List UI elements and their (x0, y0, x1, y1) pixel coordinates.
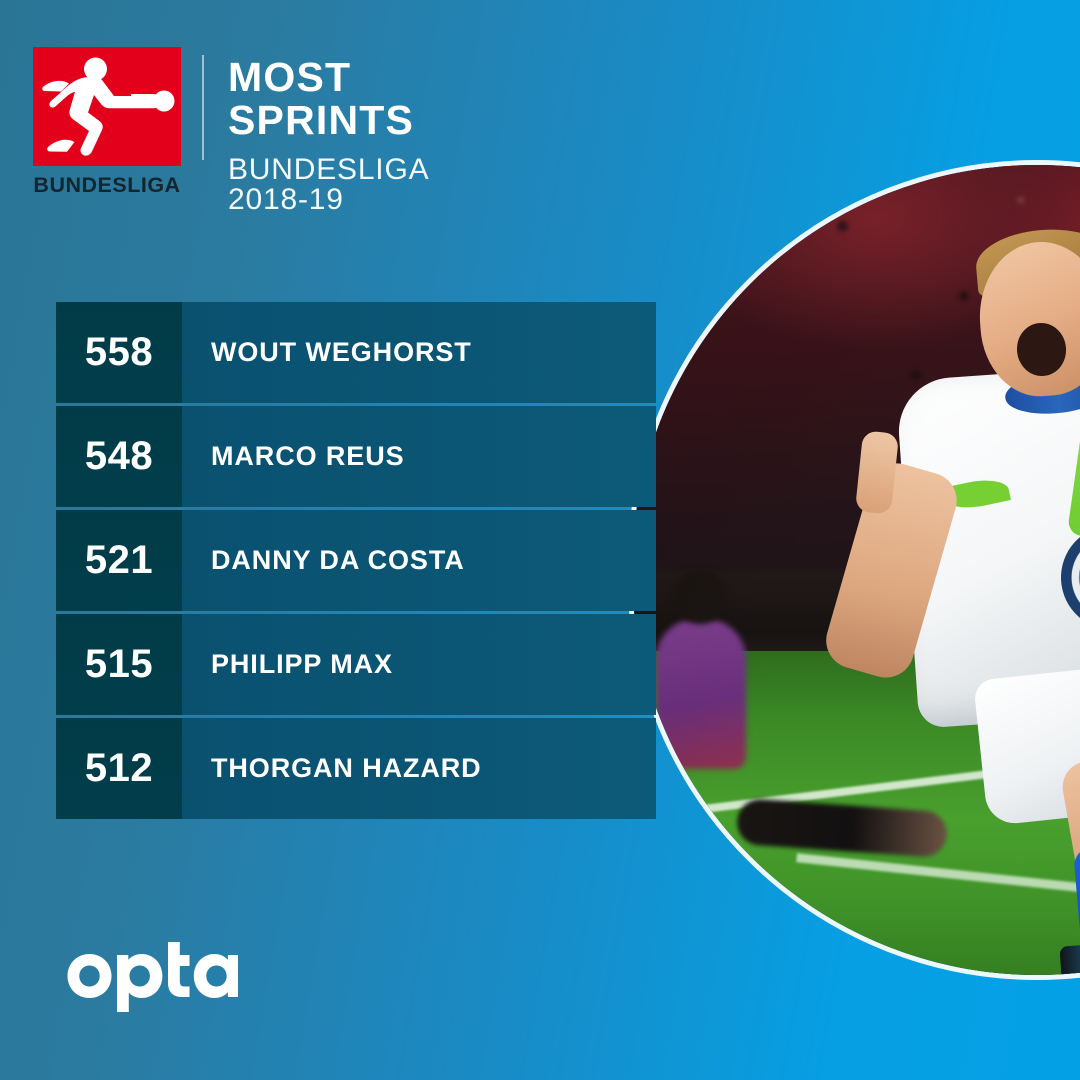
player-photo-image (632, 165, 1080, 975)
table-row: 521 DANNY DA COSTA (56, 510, 656, 611)
row-player-name: PHILIPP MAX (182, 614, 656, 715)
celebrating-player (632, 165, 1080, 975)
bundesliga-player-kicking-icon (33, 47, 181, 166)
opta-wordmark-icon (62, 938, 238, 1012)
table-row: 515 PHILIPP MAX (56, 614, 656, 715)
title-block: MOST SPRINTS BUNDESLIGA 2018-19 (228, 54, 428, 216)
row-value: 558 (56, 302, 182, 403)
row-value: 521 (56, 510, 182, 611)
row-player-name: DANNY DA COSTA (182, 510, 656, 611)
player-photo (627, 160, 1080, 980)
page-subtitle: BUNDESLIGA 2018-19 (228, 152, 428, 216)
player-boot-front (1059, 938, 1080, 975)
page-title: MOST SPRINTS (228, 54, 415, 144)
table-row: 558 WOUT WEGHORST (56, 302, 656, 403)
table-row: 548 MARCO REUS (56, 406, 656, 507)
row-player-name: THORGAN HAZARD (182, 718, 656, 819)
row-value: 515 (56, 614, 182, 715)
row-player-name: WOUT WEGHORST (182, 302, 656, 403)
header-divider (202, 55, 204, 160)
goalkeeper-head (672, 570, 727, 624)
row-value: 548 (56, 406, 182, 507)
row-value: 512 (56, 718, 182, 819)
table-row: 512 THORGAN HAZARD (56, 718, 656, 819)
bundesliga-logo: BUNDESLIGA (33, 47, 181, 197)
goalkeeper-figure (656, 618, 747, 769)
bundesliga-wordmark: BUNDESLIGA (33, 173, 181, 197)
row-player-name: MARCO REUS (182, 406, 656, 507)
ranking-list: 558 WOUT WEGHORST 548 MARCO REUS 521 DAN… (56, 302, 656, 822)
